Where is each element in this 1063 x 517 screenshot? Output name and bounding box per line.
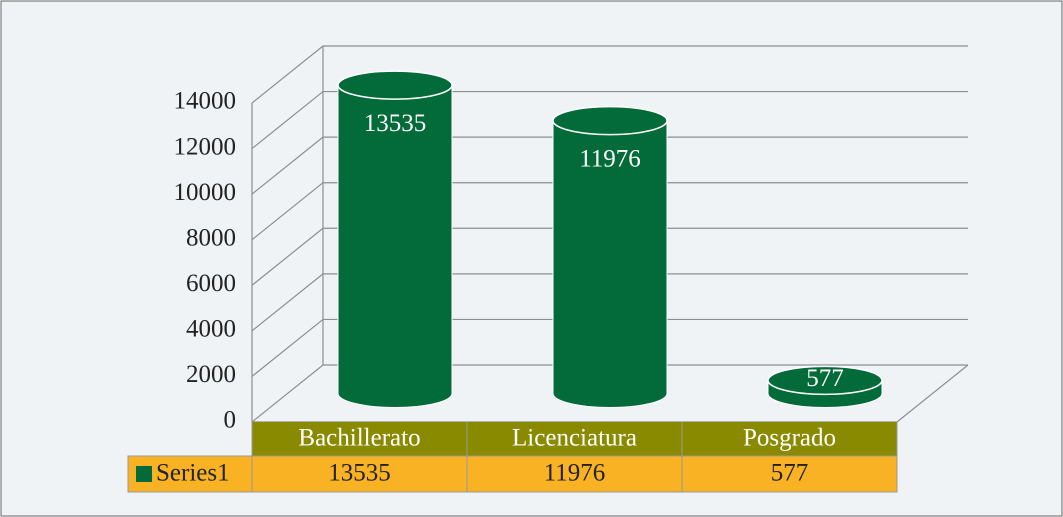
data-label: 11976: [579, 145, 641, 172]
table-value: 13535: [328, 460, 391, 487]
legend-swatch: [136, 466, 152, 482]
grid-line: [251, 45, 968, 104]
grid-line: [251, 364, 968, 423]
y-tick-label: 6000: [186, 270, 236, 297]
grid-line: [251, 273, 968, 332]
cylinder-top: [337, 70, 453, 100]
data-label: 13535: [364, 110, 427, 137]
legend-label: Series1: [156, 460, 230, 487]
cylinder-top: [767, 365, 883, 396]
category-row: [252, 422, 897, 456]
y-tick-label: 14000: [174, 88, 237, 115]
y-tick-label: 12000: [174, 133, 237, 160]
data-label: 577: [806, 365, 844, 392]
x-tick-label: Bachillerato: [298, 425, 420, 452]
grid-line: [251, 318, 968, 377]
y-tick-label: 10000: [174, 179, 237, 206]
cylinder: [337, 84, 453, 408]
x-tick-label: Posgrado: [743, 425, 836, 452]
cylinder-top: [552, 105, 668, 136]
y-tick-label: 8000: [186, 224, 236, 251]
grid-line: [251, 90, 968, 150]
grid-line: [251, 182, 968, 241]
y-tick-label: 0: [224, 407, 237, 434]
grid-line: [251, 136, 968, 195]
y-tick-label: 2000: [186, 361, 236, 388]
table-value: 577: [771, 460, 809, 487]
grid-line: [251, 227, 968, 286]
y-tick-label: 4000: [186, 316, 236, 343]
x-tick-label: Licenciatura: [512, 425, 637, 452]
table-value: 11976: [544, 460, 606, 487]
cylinder: [552, 120, 668, 408]
